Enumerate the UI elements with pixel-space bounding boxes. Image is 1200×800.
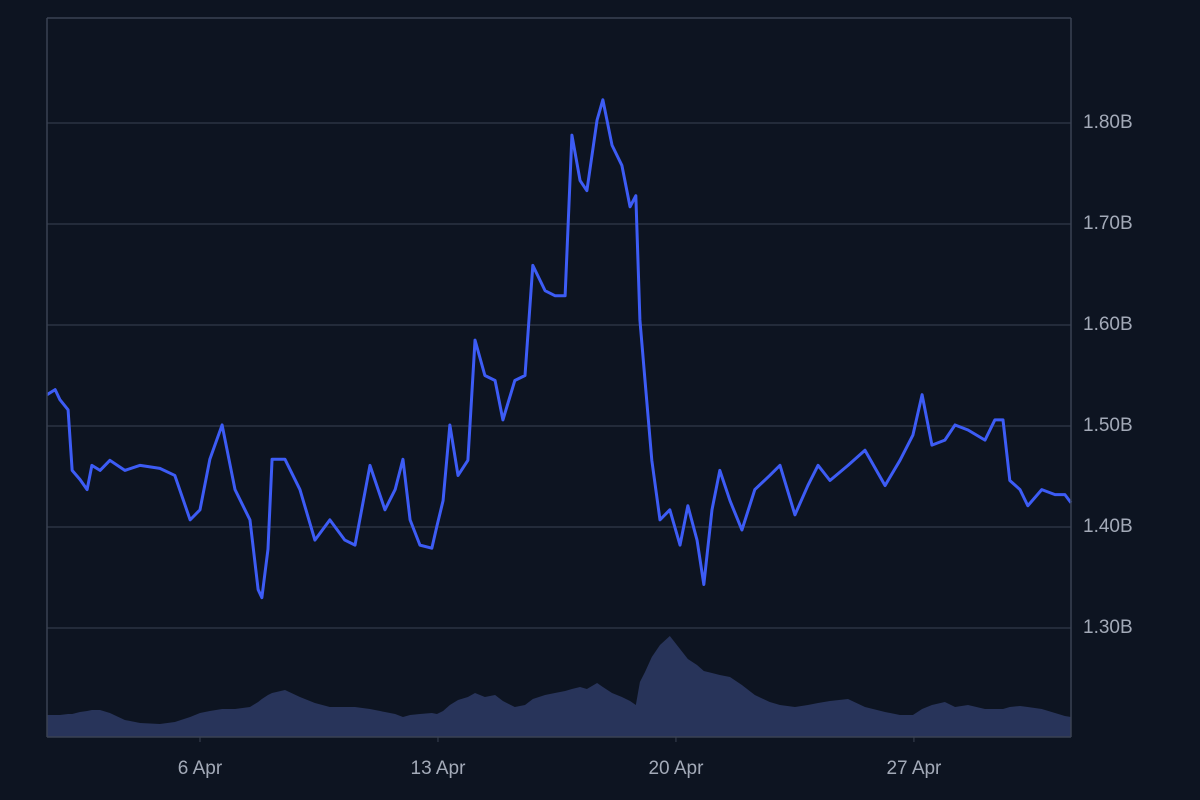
y-tick-label: 1.40B: [1083, 516, 1133, 537]
volume-area: [47, 636, 1071, 737]
x-tick-label: 6 Apr: [178, 758, 223, 779]
y-tick-label: 1.50B: [1083, 415, 1133, 436]
y-tick-label: 1.70B: [1083, 213, 1133, 234]
y-tick-label: 1.80B: [1083, 112, 1133, 133]
price-line: [46, 98, 1073, 600]
y-tick-label: 1.30B: [1083, 617, 1133, 638]
x-tick-label: 27 Apr: [886, 758, 942, 779]
x-tick-label: 20 Apr: [648, 758, 704, 779]
y-tick-label: 1.60B: [1083, 314, 1133, 335]
x-tick-label: 13 Apr: [411, 758, 467, 779]
